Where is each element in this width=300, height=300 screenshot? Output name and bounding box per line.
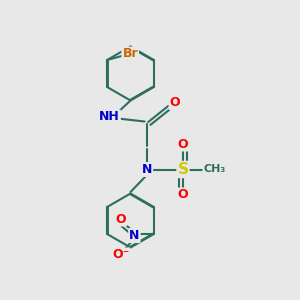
Text: Br: Br bbox=[122, 47, 138, 61]
Text: N: N bbox=[142, 163, 152, 176]
Text: S: S bbox=[178, 162, 188, 177]
Text: O: O bbox=[178, 137, 188, 151]
Text: O⁻: O⁻ bbox=[112, 248, 130, 262]
Text: CH₃: CH₃ bbox=[203, 164, 226, 175]
Text: N: N bbox=[129, 229, 140, 242]
Text: O: O bbox=[169, 96, 180, 109]
Text: NH: NH bbox=[99, 110, 120, 124]
Text: O: O bbox=[116, 212, 126, 226]
Text: O: O bbox=[178, 188, 188, 202]
